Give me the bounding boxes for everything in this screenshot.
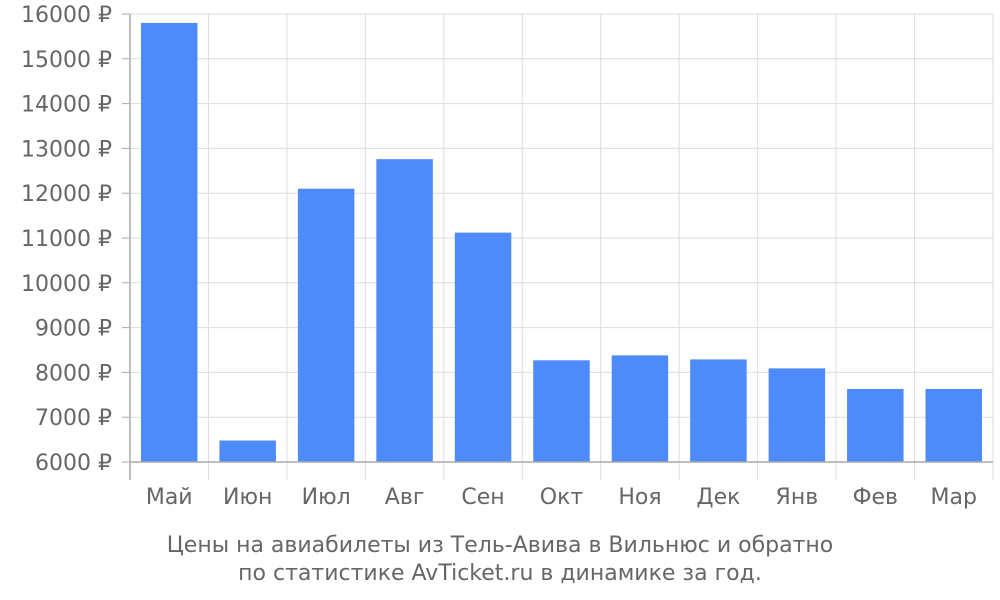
bar-8 — [768, 368, 826, 462]
x-tick-label: Фев — [853, 485, 898, 510]
y-tick-label: 10000 ₽ — [21, 272, 112, 297]
y-tick-label: 15000 ₽ — [21, 48, 112, 73]
y-axis-labels: 6000 ₽ 7000 ₽ 8000 ₽ 9000 ₽ 10000 ₽ 11000 ₽ 12… — [21, 3, 112, 476]
bar-7 — [690, 359, 747, 462]
bar-9 — [847, 388, 904, 462]
x-tick-label: Дек — [696, 485, 740, 510]
x-tick-label: Окт — [540, 485, 584, 510]
bar-3 — [376, 159, 433, 463]
x-tick-label: Сен — [461, 485, 504, 510]
bar-10 — [925, 388, 983, 462]
x-tick-label: Июн — [223, 485, 272, 510]
y-tick-label: 14000 ₽ — [21, 93, 112, 118]
y-tick-label: 7000 ₽ — [35, 406, 112, 431]
bars — [140, 22, 983, 463]
x-tick-label: Авг — [385, 485, 425, 510]
caption-line-1: Цены на авиабилеты из Тель-Авива в Вильн… — [166, 533, 834, 558]
y-tick-label: 6000 ₽ — [35, 451, 112, 476]
bar-2 — [297, 188, 355, 462]
caption-line-2: по статистике AvTicket.ru в динамике за … — [238, 561, 762, 586]
y-tick-label: 11000 ₽ — [21, 227, 112, 252]
x-tick-label: Май — [146, 485, 193, 510]
y-tick-label: 12000 ₽ — [21, 182, 112, 207]
y-tick-label: 16000 ₽ — [21, 3, 112, 28]
bar-6 — [611, 355, 669, 462]
x-tick-label: Янв — [776, 485, 819, 510]
y-tick-label: 9000 ₽ — [35, 317, 112, 342]
y-tick-label: 13000 ₽ — [21, 137, 112, 162]
chart-caption: Цены на авиабилеты из Тель-Авива в Вильн… — [0, 532, 1000, 588]
x-tick-label: Мар — [931, 485, 977, 510]
bar-4 — [454, 232, 512, 462]
y-tick-label: 8000 ₽ — [35, 361, 112, 386]
bar-1 — [219, 440, 276, 462]
x-axis-labels: Май Июн Июл Авг Сен Окт Ноя Дек Янв Фев Мар — [146, 485, 977, 510]
x-tick-label: Июл — [302, 485, 351, 510]
x-tick-label: Ноя — [618, 485, 661, 510]
axes — [122, 13, 994, 480]
bar-5 — [533, 360, 590, 462]
bar-0 — [140, 22, 198, 463]
